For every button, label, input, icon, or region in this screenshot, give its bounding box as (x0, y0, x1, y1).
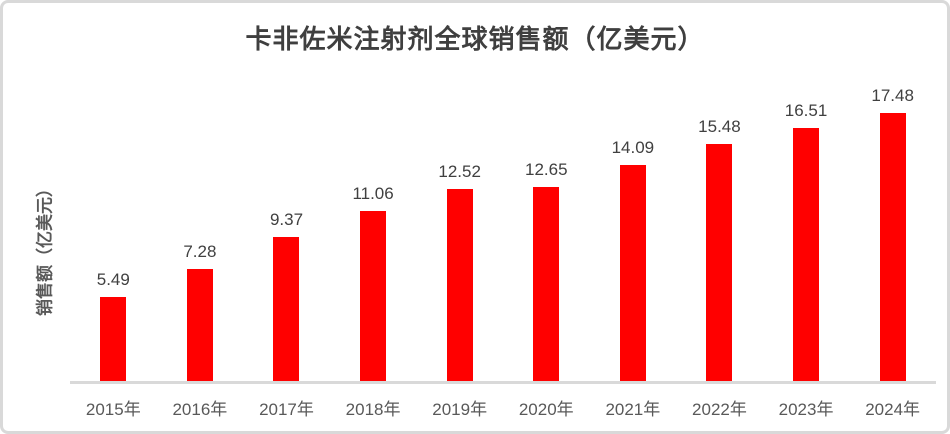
bar-group: 12.52 (416, 71, 503, 381)
bar-group: 17.48 (849, 71, 936, 381)
bar-value-label: 15.48 (698, 117, 741, 136)
bar-value-label: 14.09 (611, 138, 655, 157)
bar (533, 187, 560, 381)
plot-area: 5.49 7.28 9.37 11.06 12.52 12.65 14.09 15.48 16.… (70, 3, 936, 431)
bar-value-label: 12.65 (524, 160, 568, 179)
x-tick-label: 2019年 (432, 400, 488, 419)
x-tick-label: 2018年 (345, 400, 401, 419)
bar-value-label: 17.48 (871, 86, 914, 105)
bar-value-label: 11.06 (352, 184, 394, 203)
bar (706, 144, 733, 381)
x-tick-label: 2024年 (865, 400, 921, 419)
bar-group: 15.48 (676, 71, 763, 381)
bar (619, 165, 646, 381)
bar (793, 128, 820, 381)
bar (100, 297, 127, 381)
bar-group: 11.06 (330, 71, 417, 381)
bars-row: 5.49 7.28 9.37 11.06 12.52 12.65 14.09 15.48 16.… (70, 71, 936, 381)
x-tick-label: 2015年 (85, 400, 141, 419)
x-tick-label: 2017年 (259, 400, 314, 419)
bar-group: 5.49 (70, 71, 157, 381)
x-tick-label: 2016年 (172, 400, 228, 419)
bar-value-label: 5.49 (96, 270, 130, 289)
bar-group: 14.09 (590, 71, 677, 381)
bar-value-label: 16.51 (784, 101, 828, 120)
x-axis-labels: 2015年 2016年 2017年 2018年 2019年 2020年 2021年 2022年… (70, 395, 936, 420)
bar (446, 189, 473, 381)
bar-value-label: 7.28 (183, 242, 217, 261)
x-axis-line (70, 381, 936, 384)
x-tick-label: 2020年 (518, 400, 574, 419)
bar-group: 9.37 (243, 71, 330, 381)
bar-value-label: 12.52 (438, 162, 481, 181)
x-tick-label: 2022年 (692, 400, 747, 419)
x-tick-label: 2023年 (778, 400, 834, 419)
y-axis-title: 销售额（亿美元） (35, 180, 55, 316)
bar (879, 113, 906, 381)
bar-value-label: 9.37 (269, 210, 304, 229)
bar-group: 12.65 (503, 71, 590, 381)
bar-group: 7.28 (157, 71, 244, 381)
bar-group: 16.51 (763, 71, 850, 381)
x-tick-label: 2021年 (605, 400, 661, 419)
bar (186, 269, 213, 381)
bar (360, 211, 387, 381)
bar (273, 237, 300, 381)
chart-title: 卡非佐米注射剂全球销售额（亿美元） (245, 25, 705, 54)
